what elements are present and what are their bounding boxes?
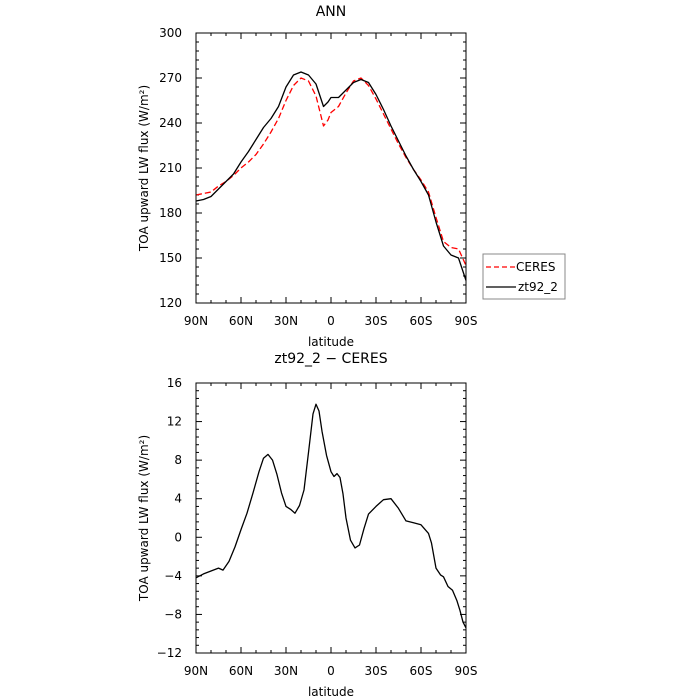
y-tick-label: 0	[174, 530, 182, 544]
x-tick-label: 60N	[229, 314, 253, 328]
y-tick-label: 4	[174, 492, 182, 506]
x-tick-label: 30N	[274, 314, 298, 328]
y-tick-label: 180	[159, 206, 182, 220]
x-tick-label: 90S	[455, 314, 478, 328]
bottom-panel-frame	[195, 382, 467, 654]
y-tick-label: 8	[174, 453, 182, 467]
y-tick-label: 300	[159, 26, 182, 40]
y-tick-label: −12	[157, 646, 182, 660]
y-tick-label: 210	[159, 161, 182, 175]
series-line-0-1	[195, 71, 467, 281]
bottom-panel-ylabel: TOA upward LW flux (W/m²)	[137, 435, 151, 602]
y-tick-label: 150	[159, 251, 182, 265]
legend-label-ceres: CERES	[516, 260, 556, 274]
y-tick-label: −8	[164, 607, 182, 621]
x-tick-label: 60S	[410, 664, 433, 678]
series-line-0-0	[195, 77, 467, 266]
x-tick-label: 60S	[410, 314, 433, 328]
top-panel-ylabel: TOA upward LW flux (W/m²)	[137, 85, 151, 252]
y-tick-label: 270	[159, 71, 182, 85]
bottom-panel-title: zt92_2 − CERES	[274, 351, 387, 367]
x-tick-label: 90S	[455, 664, 478, 678]
legend-label-zt92: zt92_2	[518, 280, 558, 294]
x-tick-label: 30S	[365, 314, 388, 328]
legend: CERES zt92_2	[482, 253, 566, 300]
y-tick-label: 120	[159, 296, 182, 310]
bottom-panel-ticks	[195, 382, 467, 654]
y-tick-label: 16	[167, 376, 182, 390]
x-tick-label: 0	[327, 314, 335, 328]
y-tick-label: 12	[167, 415, 182, 429]
y-tick-label: −4	[164, 569, 182, 583]
bottom-panel-lines	[195, 403, 467, 629]
top-panel-xlabel: latitude	[308, 335, 354, 349]
x-tick-label: 60N	[229, 664, 253, 678]
top-panel-lines	[195, 71, 467, 281]
bottom-panel-xlabel: latitude	[308, 685, 354, 699]
bottom-panel-tick-labels: 90N 60N 30N 0 30S 60S 90S −12 −8 −4 0 4 8 12 16	[157, 376, 478, 678]
top-panel-frame	[195, 32, 467, 304]
x-tick-label: 90N	[184, 314, 208, 328]
top-panel-tick-labels: 90N 60N 30N 0 30S 60S 90S 120 150 180 210 240 270 300	[159, 26, 477, 328]
series-line-1-0	[195, 403, 467, 629]
top-panel-title: ANN	[316, 4, 347, 20]
x-tick-label: 90N	[184, 664, 208, 678]
x-tick-label: 30N	[274, 664, 298, 678]
bottom-panel: zt92_2 − CERES 90N 60N 30N 0 30S 60S 90S −12 −8 −…	[137, 351, 477, 699]
top-panel: ANN 90N 60N 30N 0 30S 60S 90S 120 150 180 210 240 27…	[137, 4, 477, 349]
y-tick-label: 240	[159, 116, 182, 130]
x-tick-label: 30S	[365, 664, 388, 678]
legend-box	[482, 253, 566, 300]
x-tick-label: 0	[327, 664, 335, 678]
